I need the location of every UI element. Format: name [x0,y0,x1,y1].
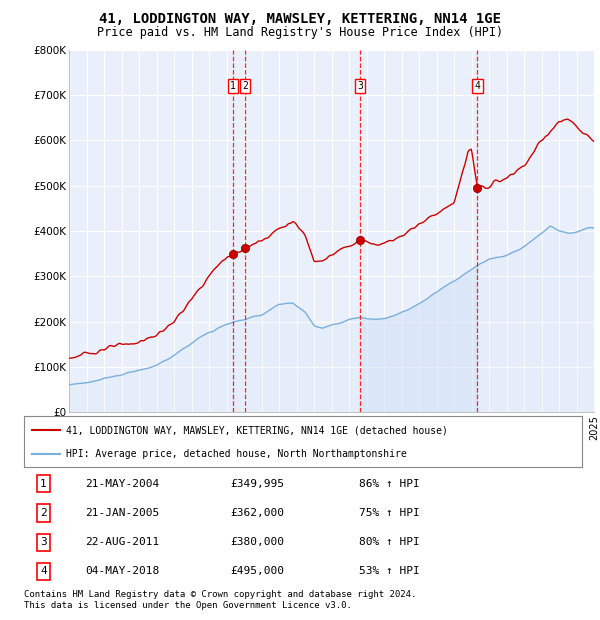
Text: £495,000: £495,000 [230,566,284,577]
Text: HPI: Average price, detached house, North Northamptonshire: HPI: Average price, detached house, Nort… [66,449,407,459]
Text: 2: 2 [242,81,248,91]
Text: 1: 1 [230,81,236,91]
Text: 04-MAY-2018: 04-MAY-2018 [85,566,160,577]
Text: This data is licensed under the Open Government Licence v3.0.: This data is licensed under the Open Gov… [24,601,352,611]
Text: Contains HM Land Registry data © Crown copyright and database right 2024.: Contains HM Land Registry data © Crown c… [24,590,416,600]
Text: 80% ↑ HPI: 80% ↑ HPI [359,537,419,547]
Text: £349,995: £349,995 [230,479,284,489]
Text: 4: 4 [40,566,47,577]
Text: 1: 1 [40,479,47,489]
Text: 86% ↑ HPI: 86% ↑ HPI [359,479,419,489]
Text: 3: 3 [40,537,47,547]
Text: 21-JAN-2005: 21-JAN-2005 [85,508,160,518]
Text: 41, LODDINGTON WAY, MAWSLEY, KETTERING, NN14 1GE (detached house): 41, LODDINGTON WAY, MAWSLEY, KETTERING, … [66,425,448,435]
Text: £362,000: £362,000 [230,508,284,518]
Text: 21-MAY-2004: 21-MAY-2004 [85,479,160,489]
Text: 3: 3 [357,81,363,91]
Text: 41, LODDINGTON WAY, MAWSLEY, KETTERING, NN14 1GE: 41, LODDINGTON WAY, MAWSLEY, KETTERING, … [99,12,501,27]
Text: 2: 2 [40,508,47,518]
Text: 22-AUG-2011: 22-AUG-2011 [85,537,160,547]
Text: 4: 4 [475,81,481,91]
Text: 75% ↑ HPI: 75% ↑ HPI [359,508,419,518]
Text: Price paid vs. HM Land Registry's House Price Index (HPI): Price paid vs. HM Land Registry's House … [97,26,503,39]
Text: 53% ↑ HPI: 53% ↑ HPI [359,566,419,577]
Text: £380,000: £380,000 [230,537,284,547]
